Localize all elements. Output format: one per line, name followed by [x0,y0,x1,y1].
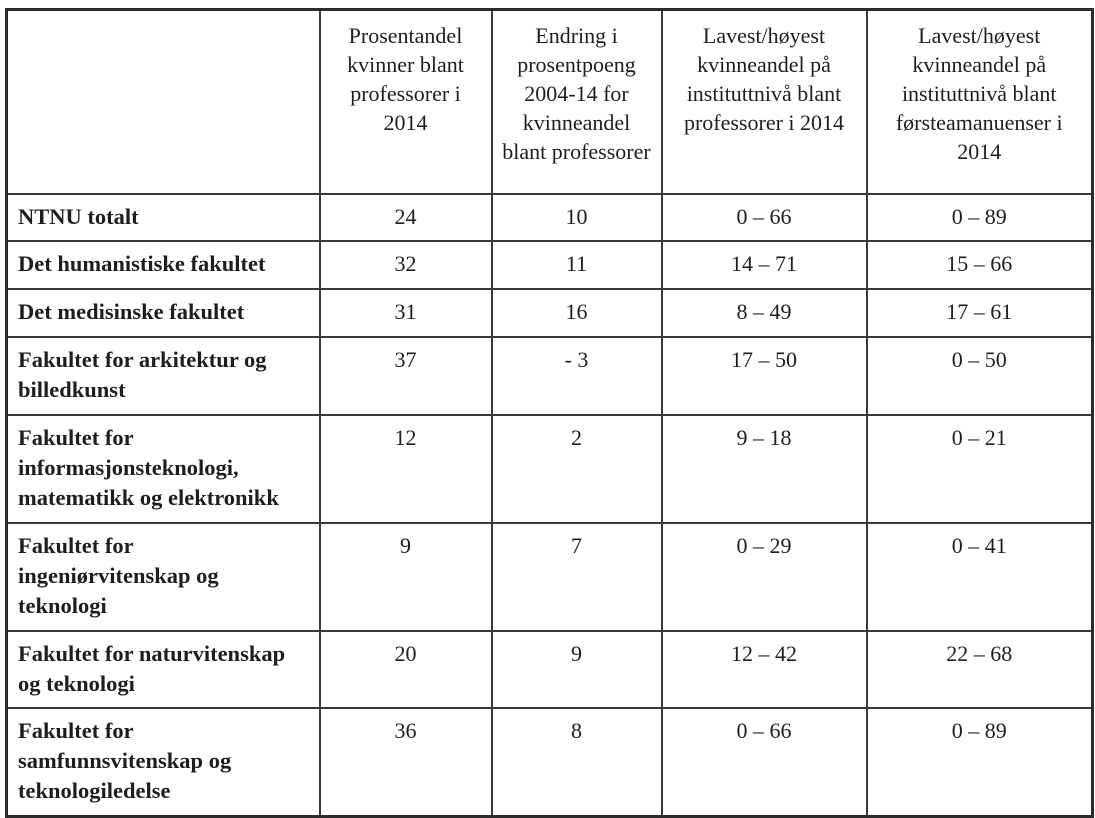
table-row: NTNU totalt 24 10 0 – 66 0 – 89 [5,192,1094,243]
value-cell: 8 [490,707,663,818]
table-row: Det medisinske fakultet 31 16 8 – 49 17 – 61 [5,288,1094,339]
value-cell: 12 – 42 [660,629,868,710]
value-cell: 31 [318,288,493,339]
value-cell: 8 – 49 [660,288,868,339]
header-row: Prosentandel kvinner blant professorer i… [5,8,1094,195]
value-cell: 14 – 71 [660,240,868,291]
table-body: NTNU totalt 24 10 0 – 66 0 – 89 Det humanisti… [5,192,1094,818]
header-cell-professorer-range: Lavest/høyest kvinneandel på instituttni… [660,8,868,195]
value-cell: 20 [318,629,493,710]
value-cell: 17 – 61 [865,288,1094,339]
value-cell: 12 [318,414,493,524]
document-page: Prosentandel kvinner blant professorer i… [5,8,1094,818]
value-cell: 0 – 29 [660,521,868,632]
row-label: Fakultet for arkitektur og billedkunst [5,336,321,417]
value-cell: 24 [318,192,493,243]
table-row: Fakultet for naturvitenskap og teknologi… [5,629,1094,710]
table-row: Det humanistiske fakultet 32 11 14 – 71 15 –… [5,240,1094,291]
statistics-table: Prosentandel kvinner blant professorer i… [5,8,1094,818]
corner-cell-empty [5,8,321,195]
header-cell-prosentandel: Prosentandel kvinner blant professorer i… [318,8,493,195]
header-cell-forsteamanuenser-range: Lavest/høyest kvinneandel på instituttni… [865,8,1094,195]
value-cell: 22 – 68 [865,629,1094,710]
row-label: Fakultet for informasjonsteknologi, mate… [5,414,321,524]
table-row: Fakultet for informasjonsteknologi, mate… [5,414,1094,524]
table-row: Fakultet for arkitektur og billedkunst 37… [5,336,1094,417]
row-label: Fakultet for ingeniørvitenskap og teknol… [5,521,321,632]
value-cell: 0 – 66 [660,192,868,243]
value-cell: 9 [318,521,493,632]
value-cell: 0 – 89 [865,707,1094,818]
value-cell: 0 – 21 [865,414,1094,524]
row-label: Fakultet for naturvitenskap og teknologi [5,629,321,710]
value-cell: - 3 [490,336,663,417]
value-cell: 15 – 66 [865,240,1094,291]
row-label: Det humanistiske fakultet [5,240,321,291]
value-cell: 32 [318,240,493,291]
table-row: Fakultet for ingeniørvitenskap og teknol… [5,521,1094,632]
value-cell: 9 – 18 [660,414,868,524]
value-cell: 9 [490,629,663,710]
value-cell: 7 [490,521,663,632]
row-label: Det medisinske fakultet [5,288,321,339]
value-cell: 0 – 89 [865,192,1094,243]
row-label: Fakultet for samfunnsvitenskap og teknol… [5,707,321,818]
value-cell: 37 [318,336,493,417]
value-cell: 0 – 50 [865,336,1094,417]
value-cell: 36 [318,707,493,818]
table-row: Fakultet for samfunnsvitenskap og teknol… [5,707,1094,818]
value-cell: 16 [490,288,663,339]
value-cell: 17 – 50 [660,336,868,417]
row-label: NTNU totalt [5,192,321,243]
table-header: Prosentandel kvinner blant professorer i… [5,8,1094,195]
header-cell-endring: Endring i prosentpoeng 2004-14 for kvinn… [490,8,663,195]
value-cell: 10 [490,192,663,243]
value-cell: 0 – 41 [865,521,1094,632]
value-cell: 11 [490,240,663,291]
value-cell: 0 – 66 [660,707,868,818]
value-cell: 2 [490,414,663,524]
